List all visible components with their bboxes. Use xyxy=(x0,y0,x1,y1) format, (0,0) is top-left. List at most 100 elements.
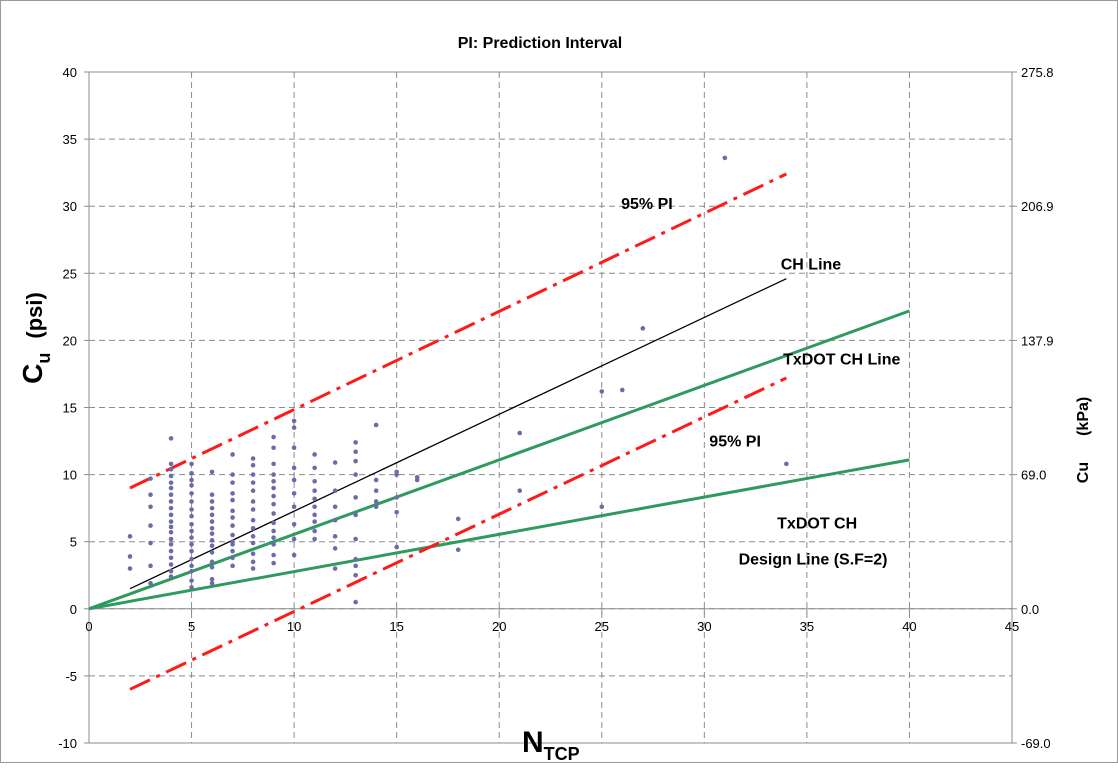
data-point xyxy=(455,547,461,553)
data-point xyxy=(271,479,276,484)
line-annotation: CH Line xyxy=(781,256,842,273)
data-point xyxy=(271,542,276,547)
data-point xyxy=(250,517,256,523)
data-point xyxy=(250,534,256,539)
data-point xyxy=(189,491,194,496)
data-point xyxy=(148,581,153,586)
y-tick-label: -5 xyxy=(65,669,77,684)
tick-labels: 0 5 10 15 20 25 30 35 40 45 -10 -5 0 5 10 15 20 25 30 35 40 -… xyxy=(58,65,1053,751)
data-point xyxy=(394,544,399,550)
data-point xyxy=(209,559,215,565)
data-point xyxy=(271,501,276,507)
data-point xyxy=(230,497,235,503)
y-tick-label: 30 xyxy=(63,199,77,214)
y-axis-label-sub: u xyxy=(34,353,54,364)
data-point xyxy=(394,469,399,475)
data-point xyxy=(230,532,235,538)
data-point xyxy=(291,536,297,542)
data-point xyxy=(250,480,256,485)
data-point xyxy=(230,555,235,561)
data-point xyxy=(209,492,215,498)
data-point xyxy=(455,516,461,522)
data-point xyxy=(127,566,133,571)
y-axis-label-unit: (psi) xyxy=(22,292,47,338)
data-point xyxy=(230,472,235,477)
data-point xyxy=(168,480,174,485)
y2-tick-label: -69.0 xyxy=(1021,736,1051,751)
data-point xyxy=(373,422,379,428)
data-point xyxy=(189,535,194,540)
data-point xyxy=(271,485,276,491)
data-point xyxy=(230,508,235,514)
y-tick-label: 0 xyxy=(70,602,77,617)
data-point xyxy=(189,563,194,569)
x-axis-label-main: N xyxy=(522,726,544,759)
data-point xyxy=(168,512,174,518)
data-point xyxy=(353,556,358,562)
data-point xyxy=(291,491,297,496)
data-point xyxy=(230,539,235,544)
data-point xyxy=(209,469,215,475)
x-tick-label: 10 xyxy=(287,619,301,634)
data-point xyxy=(312,452,317,457)
x-axis-label-sub: TCP xyxy=(544,744,580,763)
data-points xyxy=(127,155,789,605)
data-point xyxy=(168,542,174,547)
axes xyxy=(84,71,1017,744)
y-axis-label: Cu (psi) xyxy=(17,292,54,384)
data-point xyxy=(373,504,379,510)
x-tick-label: 5 xyxy=(188,619,195,634)
data-point xyxy=(353,495,358,500)
x-axis-label: NTCP xyxy=(522,726,580,763)
data-point xyxy=(332,460,338,465)
data-point xyxy=(271,445,276,451)
txdot-line xyxy=(88,309,910,611)
y2-tick-label: 275.8 xyxy=(1021,65,1054,80)
data-point xyxy=(250,499,256,504)
data-point xyxy=(168,466,174,472)
data-point xyxy=(209,538,215,543)
data-point xyxy=(148,504,153,510)
data-point xyxy=(312,528,317,534)
data-point xyxy=(148,492,153,498)
data-point xyxy=(271,535,276,540)
data-point xyxy=(271,528,276,534)
data-point xyxy=(209,543,215,549)
data-point xyxy=(332,546,338,551)
data-point xyxy=(373,488,379,494)
data-point xyxy=(291,418,297,424)
data-point xyxy=(312,504,317,510)
data-point xyxy=(148,563,153,569)
data-point xyxy=(353,440,358,445)
data-point xyxy=(148,523,153,528)
data-point xyxy=(189,521,194,527)
y-tick-label: -10 xyxy=(58,736,77,751)
data-point xyxy=(230,480,235,485)
data-point xyxy=(312,465,317,471)
y2-axis-label: Cu (kPa) xyxy=(1075,397,1092,483)
data-point xyxy=(209,519,215,524)
data-point xyxy=(168,461,174,467)
y-tick-label: 15 xyxy=(63,401,77,416)
data-point xyxy=(168,536,174,542)
data-point xyxy=(127,534,133,539)
data-point xyxy=(312,488,317,494)
data-point xyxy=(517,488,523,494)
data-point xyxy=(250,540,256,546)
line-annotation: 95% PI xyxy=(621,196,673,213)
data-point xyxy=(189,556,194,562)
y2-tick-label: 0.0 xyxy=(1021,602,1039,617)
data-point xyxy=(353,449,358,455)
data-point xyxy=(291,477,297,483)
data-point xyxy=(250,472,256,477)
data-point xyxy=(189,568,194,574)
data-point xyxy=(209,531,215,536)
data-point xyxy=(353,563,358,569)
data-point xyxy=(250,551,256,557)
data-point xyxy=(168,548,174,554)
data-point xyxy=(271,434,276,440)
data-point xyxy=(168,505,174,511)
data-point xyxy=(189,461,194,467)
data-point xyxy=(332,566,338,571)
data-point xyxy=(189,548,194,554)
